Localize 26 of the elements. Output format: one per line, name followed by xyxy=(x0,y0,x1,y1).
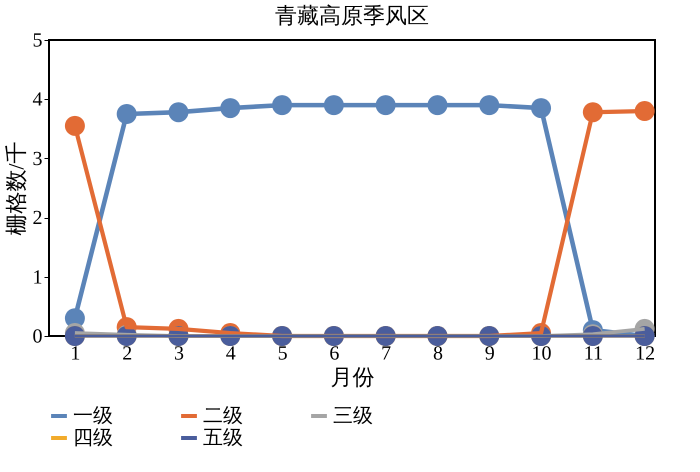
y-tick-label: 5 xyxy=(32,30,42,52)
y-tick-label: 4 xyxy=(32,88,42,111)
y-tick-label: 3 xyxy=(32,148,42,170)
x-tick-label: 6 xyxy=(329,342,340,364)
x-tick-label: 12 xyxy=(635,342,656,364)
y-tick-label: 2 xyxy=(32,207,42,230)
x-tick-label: 8 xyxy=(432,342,443,364)
y-tick-label: 1 xyxy=(32,266,42,288)
legend-label: 四级 xyxy=(73,427,113,449)
x-tick-label: 5 xyxy=(278,342,288,364)
legend-label: 二级 xyxy=(203,405,243,427)
x-tick-label: 11 xyxy=(584,342,603,364)
legend-label: 一级 xyxy=(73,405,113,427)
x-tick-label: 9 xyxy=(484,342,495,364)
chart-title: 青藏高原季风区 xyxy=(275,3,429,28)
x-tick-label: 10 xyxy=(532,342,552,364)
x-tick-label: 4 xyxy=(226,342,236,364)
x-tick-label: 7 xyxy=(381,342,392,364)
y-tick-label: 0 xyxy=(32,326,42,348)
x-tick-label: 2 xyxy=(122,342,132,364)
x-tick-label: 1 xyxy=(70,342,80,364)
x-axis-title: 月份 xyxy=(330,364,374,390)
x-tick-label: 3 xyxy=(174,342,184,364)
y-axis-title: 栅格数/千 xyxy=(4,141,28,236)
legend-label: 三级 xyxy=(333,405,373,427)
legend-label: 五级 xyxy=(203,427,243,449)
